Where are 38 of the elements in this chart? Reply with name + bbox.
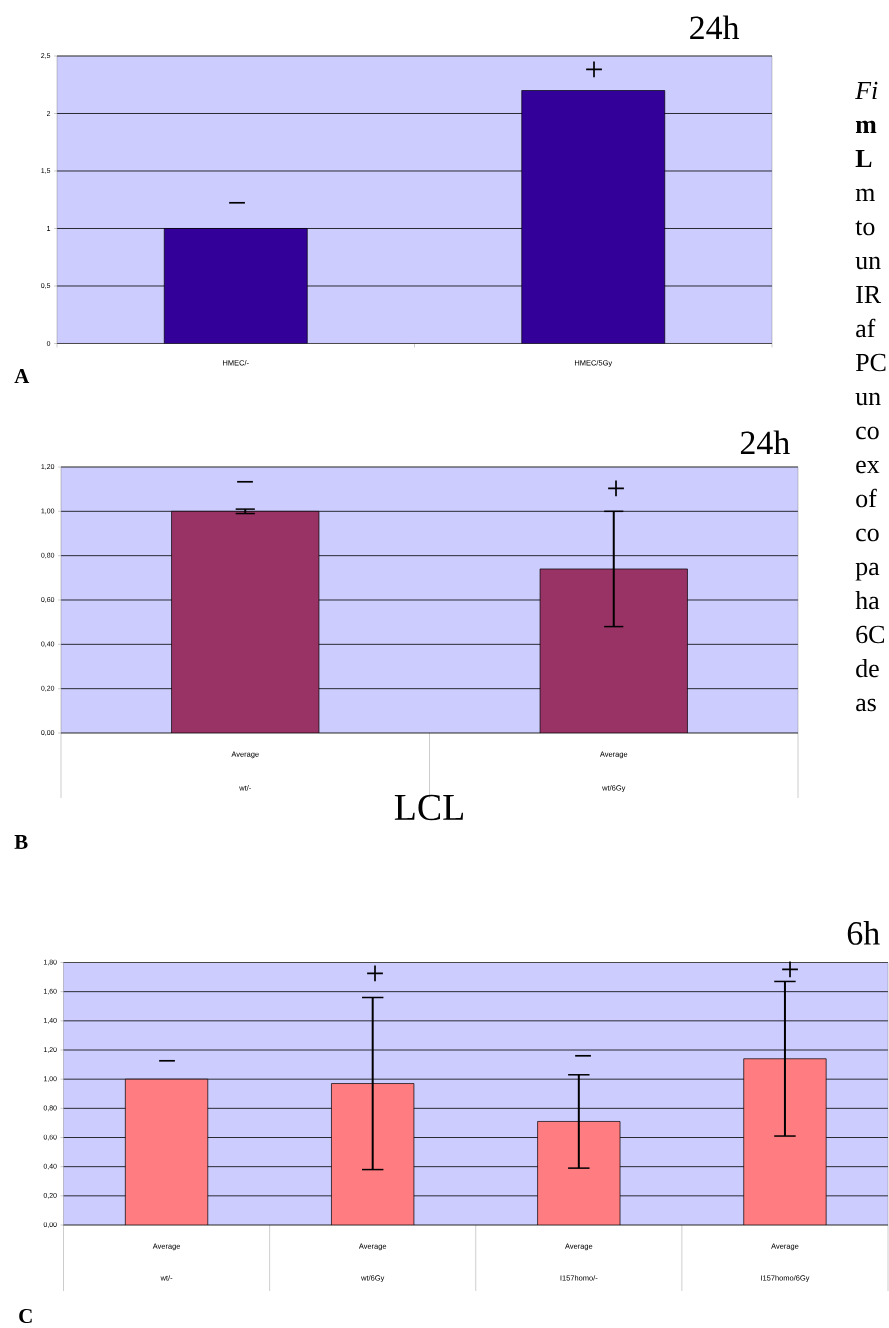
annotation: +	[586, 61, 602, 78]
text: pa	[855, 562, 880, 581]
text: as	[856, 698, 876, 712]
annotation: −	[229, 201, 245, 204]
bar	[537, 1121, 621, 1225]
annotation: +	[608, 480, 624, 497]
annotation: +	[782, 961, 798, 978]
text: de	[856, 659, 879, 678]
text: un	[855, 256, 881, 270]
bar	[124, 1078, 209, 1225]
text: co	[856, 528, 879, 542]
text: af	[856, 318, 876, 338]
text: ex	[856, 460, 880, 474]
text: A	[14, 369, 30, 383]
text: ha	[855, 591, 880, 610]
text: 6C	[856, 625, 885, 644]
text: Fi	[855, 81, 878, 99]
text: m	[855, 120, 877, 133]
text: co	[856, 426, 879, 440]
text: m	[855, 188, 875, 201]
chart-title: 24h	[740, 430, 790, 455]
text: to	[855, 220, 875, 236]
chart-title: 24h	[690, 15, 740, 40]
text: PC	[855, 353, 886, 372]
annotation: −	[575, 1054, 591, 1057]
bar	[743, 1058, 827, 1225]
text: IR	[856, 286, 882, 303]
bar	[331, 1083, 415, 1225]
x-axis-title: LCL	[394, 794, 463, 821]
annotation: −	[159, 1059, 175, 1062]
text: B	[14, 835, 28, 849]
annotation: +	[367, 965, 383, 982]
chart-title: 6h	[847, 921, 880, 945]
text: L	[855, 150, 872, 167]
text: un	[855, 392, 881, 406]
text: of	[856, 488, 877, 508]
annotation: −	[237, 480, 253, 483]
text: C	[19, 1308, 32, 1324]
